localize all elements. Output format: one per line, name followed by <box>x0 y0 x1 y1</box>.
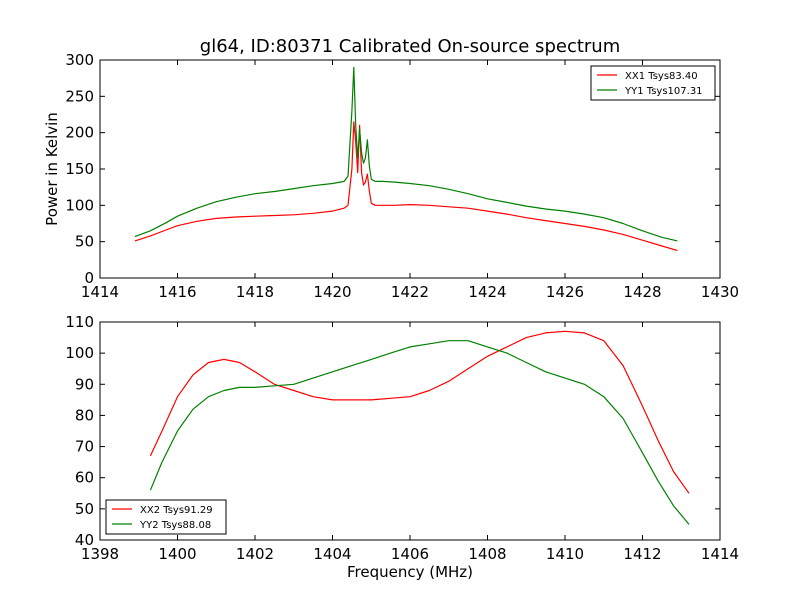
legend-box <box>590 65 716 101</box>
series-line-1-1 <box>134 121 678 251</box>
legend-label: YY2 Tsys88.08 <box>139 520 211 531</box>
x-tick-label: 1426 <box>546 283 584 301</box>
y-tick-label: 90 <box>75 375 94 393</box>
series-line-2-2 <box>149 340 690 525</box>
y-tick-label: 60 <box>75 469 94 487</box>
x-tick-label: 1414 <box>701 545 739 563</box>
legend-2: XX2 Tsys91.29 YY2 Tsys88.08 <box>105 499 227 535</box>
x-tick-label: 1428 <box>623 283 661 301</box>
x-tick-label: 1404 <box>313 545 351 563</box>
y-tick-label: 250 <box>65 87 94 105</box>
x-tick-label: 1420 <box>313 283 351 301</box>
x-tick-label: 1408 <box>468 545 506 563</box>
y-tick-label: 80 <box>75 406 94 424</box>
y-tick-label: 0 <box>84 269 94 287</box>
legend-label: YY1 Tsys107.31 <box>624 86 703 97</box>
x-tick-label: 1410 <box>546 545 584 563</box>
plot-1: 1414 1416 1418 1420 1422 1424 1426 1428 1430 0 50 1… <box>43 51 739 301</box>
x-axis-label: Frequency (MHz) <box>347 563 473 581</box>
x-tick-label: 1398 <box>81 545 119 563</box>
plots-container: 1414 1416 1418 1420 1422 1424 1426 1428 14300501… <box>43 51 739 581</box>
y-tick-label: 110 <box>65 313 94 331</box>
y-axis-label: Power in Kelvin <box>43 112 61 226</box>
y-tick-label: 50 <box>75 500 94 518</box>
x-tick-label: 1414 <box>81 283 119 301</box>
x-tick-label: 1400 <box>158 545 196 563</box>
legend-label: XX2 Tsys91.29 <box>140 505 213 516</box>
x-tick-label: 1416 <box>158 283 196 301</box>
y-tick-label: 150 <box>65 160 94 178</box>
y-tick-label: 100 <box>65 196 94 214</box>
series-line-1-2 <box>134 66 678 242</box>
y-tick-label: 50 <box>75 233 94 251</box>
x-tick-label: 1406 <box>391 545 429 563</box>
x-tick-label: 1424 <box>468 283 506 301</box>
series-line-2-1 <box>149 330 690 494</box>
y-tick-label: 100 <box>65 344 94 362</box>
x-tick-label: 1430 <box>701 283 739 301</box>
y-tick-label: 70 <box>75 438 94 456</box>
x-tick-label: 1402 <box>236 545 274 563</box>
legend-1: XX1 Tsys83.40 YY1 Tsys107.31 <box>590 65 716 101</box>
y-tick-label: 300 <box>65 51 94 69</box>
chart-title: gl64, ID:80371 Calibrated On-source spec… <box>200 36 620 57</box>
legend-box <box>105 499 227 535</box>
legend-label: XX1 Tsys83.40 <box>625 71 698 82</box>
y-tick-label: 200 <box>65 124 94 142</box>
x-tick-label: 1422 <box>391 283 429 301</box>
x-tick-label: 1418 <box>236 283 274 301</box>
plot-2: 1398 1400 1402 1404 1406 1408 1410 1412 1414 40 50… <box>65 313 739 581</box>
x-tick-label: 1412 <box>623 545 661 563</box>
y-tick-label: 40 <box>75 531 94 549</box>
